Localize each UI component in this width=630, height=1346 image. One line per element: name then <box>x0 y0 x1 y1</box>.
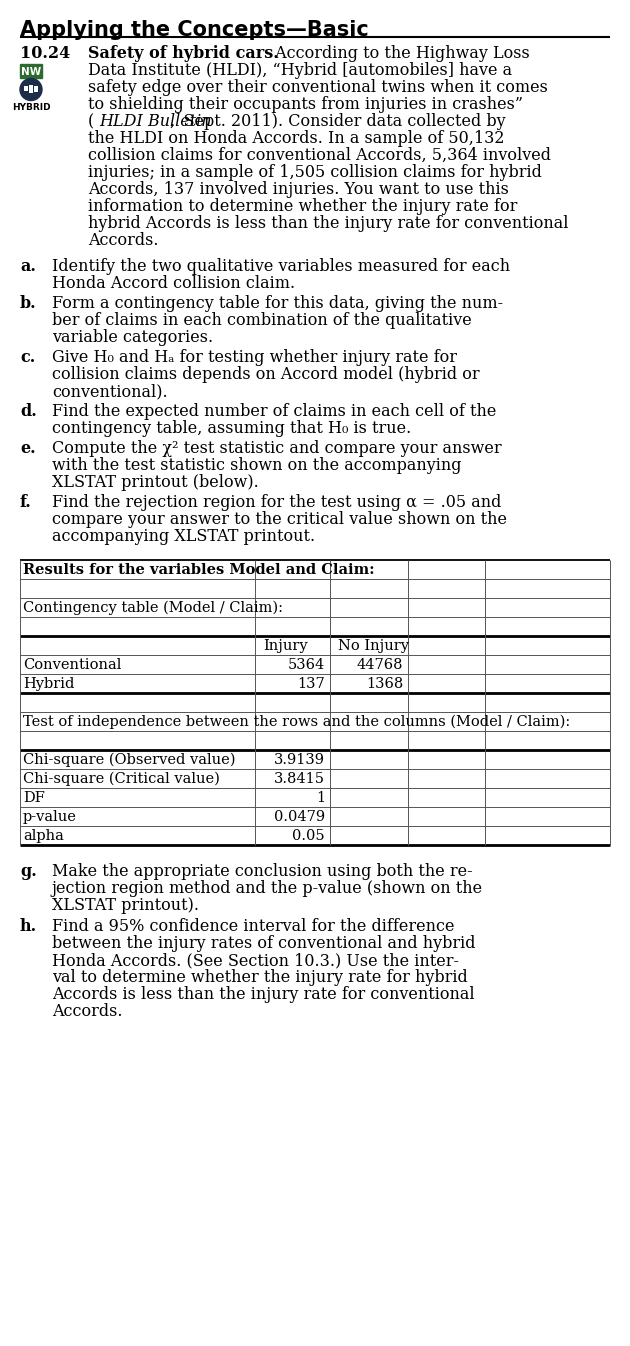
Text: a.: a. <box>20 258 36 275</box>
Text: the HLDI on Honda Accords. In a sample of 50,132: the HLDI on Honda Accords. In a sample o… <box>88 131 505 147</box>
Text: Safety of hybrid cars.: Safety of hybrid cars. <box>88 44 278 62</box>
Text: Identify the two qualitative variables measured for each: Identify the two qualitative variables m… <box>52 258 510 275</box>
Text: Accords is less than the injury rate for conventional: Accords is less than the injury rate for… <box>52 987 474 1003</box>
Text: No Injury: No Injury <box>338 639 409 653</box>
Text: Conventional: Conventional <box>23 658 122 672</box>
Text: 3.8415: 3.8415 <box>274 773 325 786</box>
Text: Applying the Concepts—Basic: Applying the Concepts—Basic <box>20 20 369 40</box>
Text: Accords.: Accords. <box>52 1003 122 1020</box>
Text: Find the expected number of claims in each cell of the: Find the expected number of claims in ea… <box>52 402 496 420</box>
Text: accompanying XLSTAT printout.: accompanying XLSTAT printout. <box>52 528 315 545</box>
Text: XLSTAT printout (below).: XLSTAT printout (below). <box>52 474 259 491</box>
Text: Data Institute (HLDI), “Hybrid [automobiles] have a: Data Institute (HLDI), “Hybrid [automobi… <box>88 62 512 79</box>
Text: NW: NW <box>21 67 41 77</box>
Text: Honda Accord collision claim.: Honda Accord collision claim. <box>52 275 295 292</box>
Text: 1: 1 <box>316 791 325 805</box>
Text: Chi-square (Observed value): Chi-square (Observed value) <box>23 754 236 767</box>
Text: 5364: 5364 <box>288 658 325 672</box>
Text: 10.24: 10.24 <box>20 44 71 62</box>
Text: Form a contingency table for this data, giving the num-: Form a contingency table for this data, … <box>52 295 503 312</box>
Text: f.: f. <box>20 494 32 511</box>
Text: XLSTAT printout).: XLSTAT printout). <box>52 896 199 914</box>
Text: c.: c. <box>20 349 35 366</box>
Text: to shielding their occupants from injuries in crashes”: to shielding their occupants from injuri… <box>88 96 523 113</box>
Text: variable categories.: variable categories. <box>52 330 213 346</box>
Text: injuries; in a sample of 1,505 collision claims for hybrid: injuries; in a sample of 1,505 collision… <box>88 164 542 180</box>
Text: Find a 95% confidence interval for the difference: Find a 95% confidence interval for the d… <box>52 918 454 935</box>
Text: collision claims depends on Accord model (hybrid or: collision claims depends on Accord model… <box>52 366 479 384</box>
FancyBboxPatch shape <box>29 85 33 93</box>
Text: 137: 137 <box>297 677 325 690</box>
Text: Find the rejection region for the test using α = .05 and: Find the rejection region for the test u… <box>52 494 501 511</box>
Text: Contingency table (Model / Claim):: Contingency table (Model / Claim): <box>23 602 283 615</box>
Text: 44768: 44768 <box>357 658 403 672</box>
Text: alpha: alpha <box>23 829 64 843</box>
Circle shape <box>20 78 42 101</box>
Text: Make the appropriate conclusion using both the re-: Make the appropriate conclusion using bo… <box>52 863 473 880</box>
Text: safety edge over their conventional twins when it comes: safety edge over their conventional twin… <box>88 79 548 96</box>
Text: Accords.: Accords. <box>88 232 159 249</box>
Text: ber of claims in each combination of the qualitative: ber of claims in each combination of the… <box>52 312 472 330</box>
Text: Compute the χ² test statistic and compare your answer: Compute the χ² test statistic and compar… <box>52 440 501 458</box>
Text: hybrid Accords is less than the injury rate for conventional: hybrid Accords is less than the injury r… <box>88 215 568 232</box>
Text: HLDI Bulletin: HLDI Bulletin <box>99 113 212 131</box>
Text: with the test statistic shown on the accompanying: with the test statistic shown on the acc… <box>52 458 462 474</box>
Text: According to the Highway Loss: According to the Highway Loss <box>270 44 530 62</box>
FancyBboxPatch shape <box>24 86 28 92</box>
Text: h.: h. <box>20 918 37 935</box>
Text: compare your answer to the critical value shown on the: compare your answer to the critical valu… <box>52 511 507 528</box>
Text: jection region method and the p-value (shown on the: jection region method and the p-value (s… <box>52 880 483 896</box>
Text: collision claims for conventional Accords, 5,364 involved: collision claims for conventional Accord… <box>88 147 551 164</box>
Text: conventional).: conventional). <box>52 384 168 400</box>
Text: d.: d. <box>20 402 37 420</box>
Text: g.: g. <box>20 863 37 880</box>
Text: Results for the variables Model and Claim:: Results for the variables Model and Clai… <box>23 563 375 577</box>
Text: 0.0479: 0.0479 <box>274 810 325 824</box>
FancyBboxPatch shape <box>34 86 38 92</box>
Text: ,  Sept. 2011). Consider data collected by: , Sept. 2011). Consider data collected b… <box>171 113 506 131</box>
Text: p-value: p-value <box>23 810 77 824</box>
Text: (: ( <box>88 113 98 131</box>
FancyBboxPatch shape <box>20 65 42 78</box>
Text: Chi-square (Critical value): Chi-square (Critical value) <box>23 773 220 786</box>
Text: Hybrid: Hybrid <box>23 677 74 690</box>
Text: Give H₀ and Hₐ for testing whether injury rate for: Give H₀ and Hₐ for testing whether injur… <box>52 349 457 366</box>
Text: contingency table, assuming that H₀ is true.: contingency table, assuming that H₀ is t… <box>52 420 411 437</box>
Text: val to determine whether the injury rate for hybrid: val to determine whether the injury rate… <box>52 969 467 987</box>
Text: DF: DF <box>23 791 45 805</box>
Text: Honda Accords. (See Section 10.3.) Use the inter-: Honda Accords. (See Section 10.3.) Use t… <box>52 952 459 969</box>
Text: between the injury rates of conventional and hybrid: between the injury rates of conventional… <box>52 935 476 952</box>
Text: Test of independence between the rows and the columns (Model / Claim):: Test of independence between the rows an… <box>23 715 570 730</box>
Text: information to determine whether the injury rate for: information to determine whether the inj… <box>88 198 517 215</box>
Text: 0.05: 0.05 <box>292 829 325 843</box>
Text: Injury: Injury <box>263 639 307 653</box>
Text: 3.9139: 3.9139 <box>274 754 325 767</box>
Text: b.: b. <box>20 295 37 312</box>
Text: 1368: 1368 <box>366 677 403 690</box>
Text: e.: e. <box>20 440 36 458</box>
Text: HYBRID: HYBRID <box>12 104 50 113</box>
Text: Accords, 137 involved injuries. You want to use this: Accords, 137 involved injuries. You want… <box>88 180 509 198</box>
